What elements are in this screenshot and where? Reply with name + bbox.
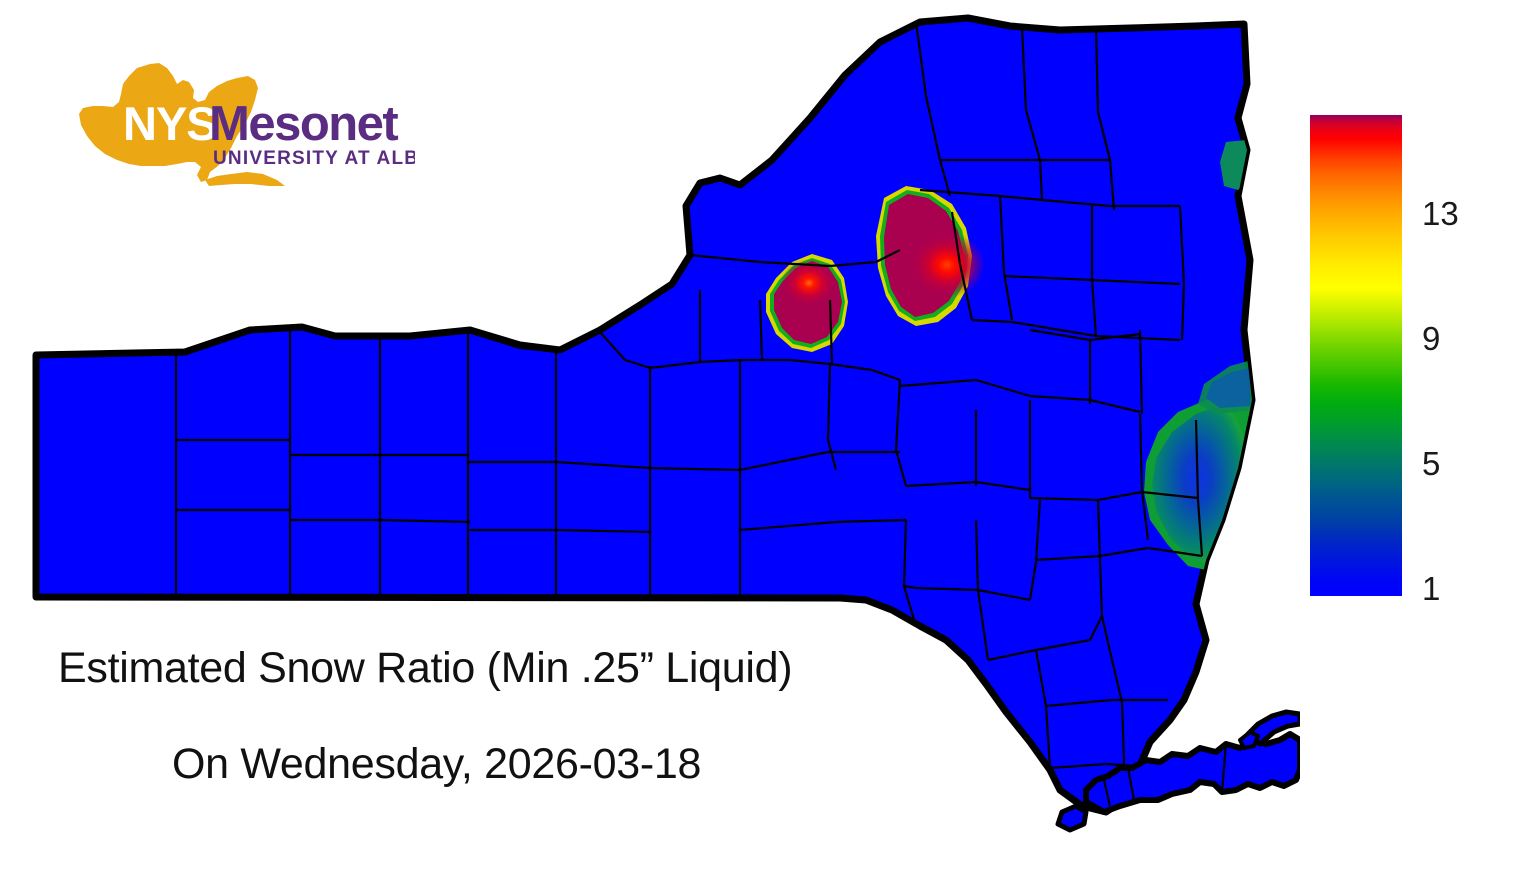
page-subtitle: On Wednesday, 2026-03-18 <box>172 740 702 788</box>
long-island <box>1055 709 1300 833</box>
shelter-island <box>1238 730 1260 750</box>
colorbar-gradient <box>1310 115 1402 596</box>
colorbar-tick-9: 9 <box>1422 320 1441 357</box>
nassau-suffolk-line <box>1220 743 1228 793</box>
long-island-north-fork <box>1245 709 1300 747</box>
colorbar: 13 9 5 1 <box>1310 115 1459 605</box>
page-title: Estimated Snow Ratio (Min .25” Liquid) <box>58 644 793 692</box>
logo-nys-text: NYS <box>123 97 217 150</box>
colorbar-tick-1: 1 <box>1422 570 1441 607</box>
tug-hill-maximum <box>876 186 985 326</box>
logo-long-island-shape <box>205 172 285 186</box>
colorbar-tick-13: 13 <box>1422 195 1459 232</box>
logo-state-shape <box>79 63 258 182</box>
finger-lakes-north-maximum <box>766 254 848 352</box>
colorbar-tick-5: 5 <box>1422 445 1441 482</box>
logo-subtitle-text: UNIVERSITY AT ALBANY <box>213 148 415 169</box>
queens-nassau-line <box>1126 767 1136 801</box>
county-boundaries <box>174 21 1204 799</box>
new-york-state-map <box>32 14 1300 833</box>
logo-mesonet-text: Mesonet <box>209 97 398 151</box>
staten-island <box>1055 803 1089 833</box>
kings-queens-line <box>1102 779 1112 807</box>
long-island-landmass <box>1083 731 1300 815</box>
nys-mesonet-logo: NYS Mesonet UNIVERSITY AT ALBANY <box>55 62 415 187</box>
